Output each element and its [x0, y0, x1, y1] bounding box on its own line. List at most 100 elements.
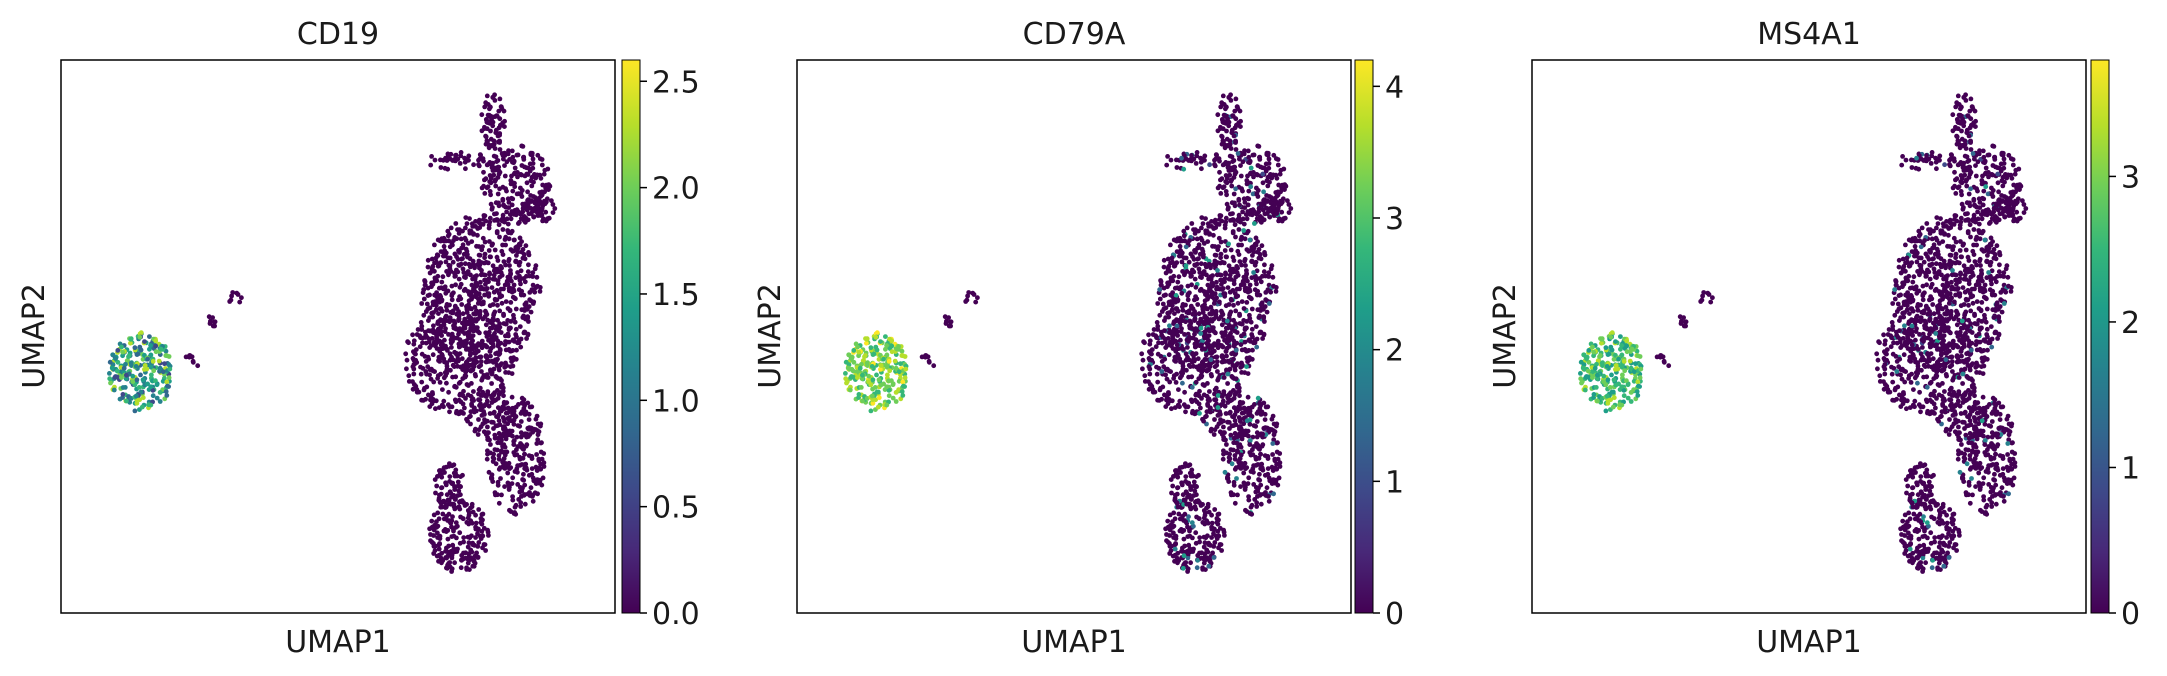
cell-point	[1242, 236, 1248, 242]
cell-point	[420, 340, 425, 346]
b-cell-point	[857, 365, 863, 371]
cell-point	[426, 336, 432, 342]
cell-point	[1196, 516, 1202, 522]
cell-point	[1218, 124, 1223, 130]
colorbar	[1354, 59, 1374, 614]
b-cell-point	[898, 361, 903, 367]
cell-point	[539, 206, 545, 212]
cell-point	[1214, 260, 1220, 265]
cell-point	[1229, 127, 1235, 133]
cell-point	[1183, 351, 1189, 357]
cell-point	[1215, 369, 1220, 374]
colorbar-ticks: 0.00.51.01.52.02.5	[640, 65, 700, 632]
cell-point	[524, 207, 530, 213]
cell-point	[429, 401, 435, 407]
cell-point	[515, 170, 520, 175]
cell-point	[431, 330, 436, 335]
cell-point	[438, 157, 443, 163]
cell-point	[1972, 286, 1977, 292]
cell-point	[1277, 464, 1283, 469]
cell-point	[453, 153, 458, 158]
cell-point	[1201, 269, 1207, 274]
cell-point	[453, 384, 459, 390]
cell-point	[1224, 442, 1229, 447]
cell-point	[460, 266, 466, 272]
cell-point	[535, 152, 541, 158]
cell-point	[1165, 524, 1171, 530]
cell-point	[479, 529, 485, 534]
b-cell-point	[145, 381, 151, 387]
cell-point	[510, 494, 515, 499]
cell-point	[459, 557, 464, 563]
cell-point	[1239, 363, 1245, 369]
cell-point	[482, 272, 488, 278]
cell-point	[434, 483, 440, 489]
cell-point	[1260, 431, 1266, 437]
cell-point	[1230, 375, 1236, 380]
cell-point	[1241, 282, 1247, 288]
cell-point	[461, 388, 466, 394]
cell-point	[537, 190, 543, 195]
panel-title: CD19	[297, 17, 379, 52]
cell-point	[1179, 482, 1185, 488]
cell-point	[479, 247, 485, 253]
cell-point	[1269, 416, 1275, 422]
cell-point	[534, 274, 540, 280]
plot-frame	[60, 59, 616, 614]
cell-point	[1238, 237, 1244, 242]
cell-point	[1272, 429, 1278, 435]
cell-point	[522, 501, 528, 507]
cell-point	[1196, 401, 1202, 407]
cell-point	[460, 401, 466, 407]
cell-point	[1220, 418, 1226, 424]
cell-point	[1248, 165, 1254, 171]
cell-point	[1968, 308, 1974, 314]
cell-point	[1164, 343, 1170, 348]
cell-point	[1935, 221, 1941, 227]
cell-point	[439, 279, 445, 285]
cell-point	[1244, 355, 1250, 361]
cell-point	[517, 324, 523, 329]
b-cell-point	[138, 372, 143, 378]
cell-point	[1173, 533, 1179, 539]
cell-point	[457, 379, 463, 385]
b-cell-point	[164, 379, 170, 385]
cell-point	[235, 292, 241, 297]
cell-point	[458, 236, 464, 242]
cell-point	[1247, 312, 1252, 318]
cell-point	[437, 356, 443, 361]
cell-point	[1217, 217, 1222, 222]
cell-point	[421, 387, 427, 393]
b-cell-point	[876, 377, 882, 383]
cell-point	[1261, 189, 1266, 195]
cell-point	[493, 492, 498, 498]
cell-point	[1237, 399, 1243, 405]
cell-point	[1247, 421, 1253, 427]
cell-point	[478, 152, 483, 158]
cell-point	[1236, 196, 1242, 202]
cell-point	[452, 487, 458, 492]
cell-point	[1259, 243, 1265, 249]
cell-point	[1221, 139, 1226, 145]
cell-point	[455, 358, 461, 364]
cell-point	[1223, 173, 1229, 178]
cell-point	[1270, 274, 1276, 280]
cell-point	[429, 539, 435, 545]
cell-point	[1229, 183, 1235, 189]
cell-point	[468, 340, 474, 346]
cell-point	[1172, 552, 1178, 558]
cell-point	[489, 371, 495, 377]
cell-point	[535, 196, 540, 202]
cell-point	[523, 465, 529, 471]
cell-point	[1927, 231, 1933, 236]
cell-point	[478, 295, 483, 301]
cell-point	[486, 222, 492, 228]
cell-point	[1267, 214, 1273, 220]
cell-point	[1196, 393, 1202, 399]
cell-point	[1216, 316, 1222, 322]
cell-point	[445, 255, 451, 261]
cell-point	[1164, 532, 1169, 537]
cell-point	[501, 202, 506, 208]
cell-point	[440, 274, 446, 280]
cell-point	[428, 162, 434, 168]
